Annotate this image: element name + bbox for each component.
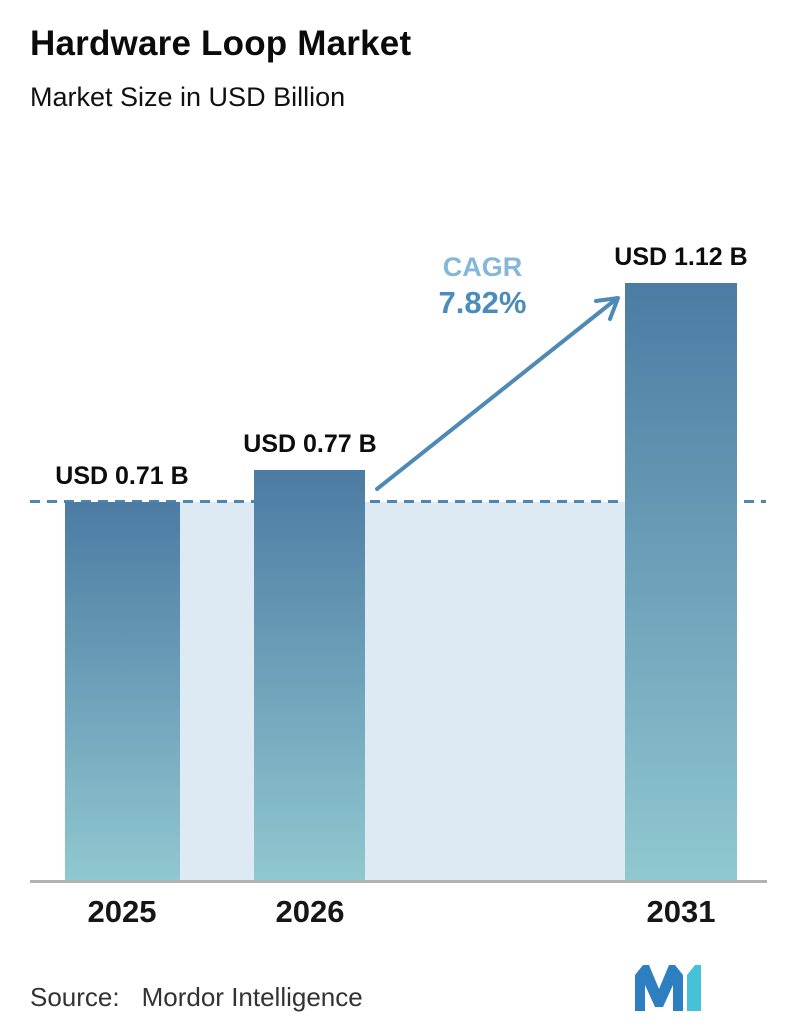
x-tick-2025: 2025 [87,894,157,929]
source-line: Source: Mordor Intelligence [30,982,363,1013]
logo-m-path [635,965,683,1011]
source-label: Source: [30,982,120,1012]
chart-subtitle: Market Size in USD Billion [30,82,346,112]
bar-2031 [625,283,737,881]
x-tick-2031: 2031 [646,894,716,929]
bar-value-2026: USD 0.77 B [243,430,377,458]
trend-arrow [375,296,620,491]
chart-title: Hardware Loop Market [30,24,412,63]
x-axis-line [30,880,767,883]
arrow-head-icon [594,296,620,321]
cagr-annotation: CAGR 7.82% [410,250,555,322]
dashed-baseline [30,500,766,503]
cagr-value: 7.82% [438,285,527,320]
mordor-intelligence-logo-icon [635,965,701,1011]
bar-2026 [254,470,365,881]
x-tick-2026: 2026 [275,894,345,929]
bar-2025 [65,502,180,881]
bar-value-2025: USD 0.71 B [55,462,189,490]
cagr-label: CAGR [442,252,523,282]
source-value: Mordor Intelligence [141,982,363,1012]
bar-value-2031: USD 1.12 B [614,243,748,271]
logo-accent-path [687,965,701,1011]
